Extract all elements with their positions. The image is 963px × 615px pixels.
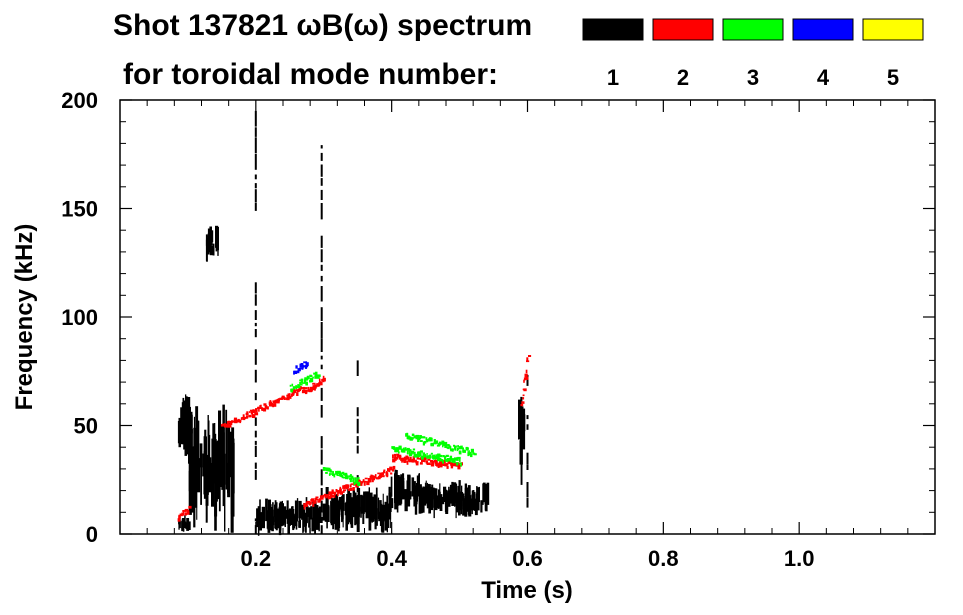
x-axis-label: Time (s) — [481, 577, 573, 604]
spectrum-feature-mode-1-7 — [419, 480, 490, 519]
chart-title-line1: Shot 137821 ωB(ω) spectrum — [113, 9, 532, 42]
legend-swatch-mode-1 — [582, 18, 644, 41]
spectrum-feature-mode-1-6 — [388, 469, 422, 515]
legend-swatch-mode-4 — [792, 18, 854, 41]
legend-label-mode-5: 5 — [887, 65, 899, 90]
x-tick-label-4: 1.0 — [784, 546, 815, 571]
spectrum-feature-mode-2-17 — [520, 355, 532, 407]
spectrum-feature-mode-1-3 — [188, 404, 235, 533]
spectrum-feature-mode-1-0 — [177, 394, 193, 456]
legend-swatch-mode-3 — [722, 18, 784, 41]
spectrum-feature-mode-1-2 — [205, 225, 219, 262]
spectrum-feature-mode-3-19 — [289, 371, 321, 393]
spectrum-feature-mode-4-23 — [293, 361, 309, 375]
spectrum-feature-mode-1-4 — [256, 497, 327, 536]
spectrum-feature-mode-1-10 — [320, 145, 323, 534]
y-tick-label-0: 0 — [86, 522, 98, 547]
legend-label-mode-4: 4 — [817, 65, 830, 90]
spectrum-feature-mode-1-12 — [526, 374, 529, 508]
x-tick-label-3: 0.8 — [648, 546, 679, 571]
y-tick-label-1: 50 — [74, 414, 98, 439]
chart-title-line2: for toroidal mode number: — [123, 58, 498, 91]
spectrum-feature-mode-2-18 — [177, 505, 192, 522]
spectrum-feature-mode-3-22 — [322, 467, 361, 486]
legend: 1 2 3 4 5 — [582, 18, 924, 90]
spectrum-feature-mode-1-8 — [518, 396, 526, 485]
legend-label-mode-1: 1 — [607, 65, 619, 90]
spectrum-feature-mode-2-13 — [220, 386, 308, 428]
y-axis-label: Frequency (kHz) — [11, 224, 38, 411]
spectrum-feature-mode-2-14 — [303, 375, 326, 395]
spectrum-feature-mode-1-9 — [254, 110, 257, 534]
x-tick-label-2: 0.6 — [512, 546, 543, 571]
y-tick-label-3: 150 — [61, 197, 98, 222]
legend-label-mode-3: 3 — [747, 65, 759, 90]
y-tick-label-2: 100 — [61, 305, 98, 330]
x-tick-label-0: 0.2 — [241, 546, 272, 571]
legend-swatch-mode-5 — [862, 18, 924, 41]
spectrum-feature-mode-3-20 — [405, 432, 477, 458]
x-tick-label-1: 0.4 — [376, 546, 407, 571]
axis-ticks: 0.2 0.4 0.6 0.8 1.0 0 50 100 150 200 — [61, 88, 935, 571]
plot-marks — [177, 110, 532, 536]
y-tick-label-4: 200 — [61, 88, 98, 113]
legend-swatch-mode-2 — [652, 18, 714, 41]
spectrum-feature-mode-3-21 — [391, 445, 463, 467]
legend-label-mode-2: 2 — [677, 65, 689, 90]
